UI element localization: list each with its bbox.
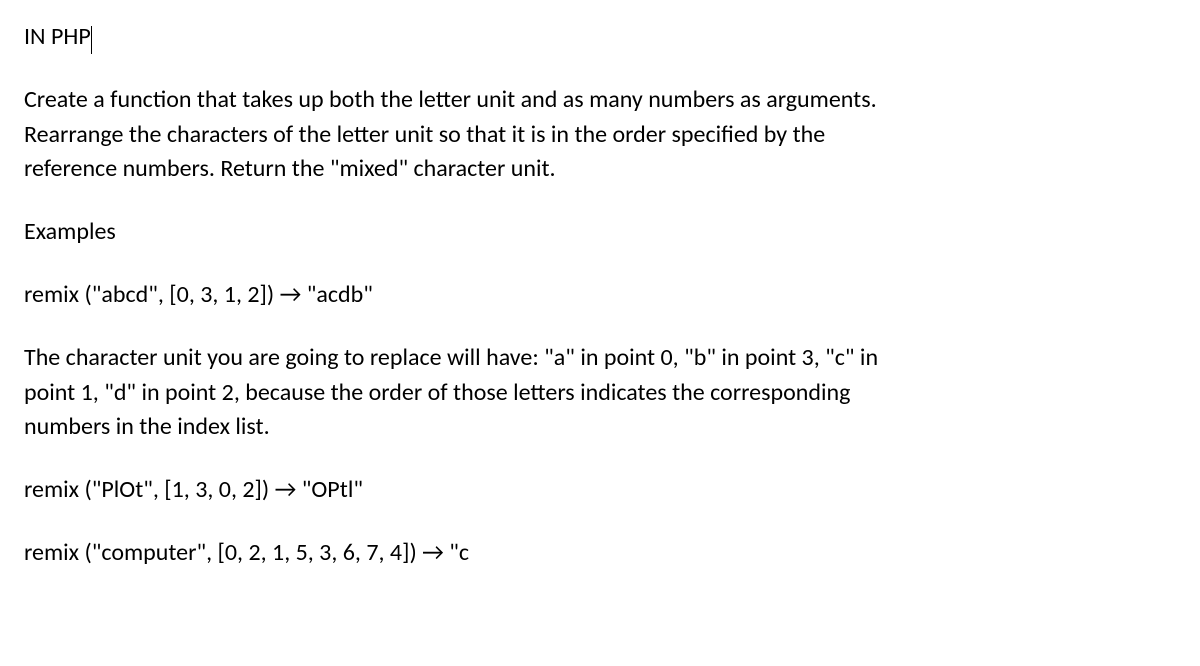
intro-line-1: Create a function that takes up both the… xyxy=(24,83,1176,118)
heading-container: IN PHP xyxy=(24,20,92,55)
explanation-paragraph: The character unit you are going to repl… xyxy=(24,341,1176,445)
intro-line-3: reference numbers. Return the "mixed" ch… xyxy=(24,152,1176,187)
example-2: remix ("PlOt", [1, 3, 0, 2]) → "OPtl" xyxy=(24,473,1176,508)
intro-line-2: Rearrange the characters of the letter u… xyxy=(24,118,1176,153)
explanation-line-1: The character unit you are going to repl… xyxy=(24,341,1176,376)
text-cursor xyxy=(91,26,92,54)
intro-paragraph: Create a function that takes up both the… xyxy=(24,83,1176,187)
explanation-line-2: point 1, "d" in point 2, because the ord… xyxy=(24,376,1176,411)
heading-text: IN PHP xyxy=(24,22,91,51)
example-1: remix ("abcd", [0, 3, 1, 2]) → "acdb" xyxy=(24,278,1176,313)
example-3: remix ("computer", [0, 2, 1, 5, 3, 6, 7,… xyxy=(24,536,1176,571)
examples-heading: Examples xyxy=(24,215,1176,250)
explanation-line-3: numbers in the index list. xyxy=(24,410,1176,445)
